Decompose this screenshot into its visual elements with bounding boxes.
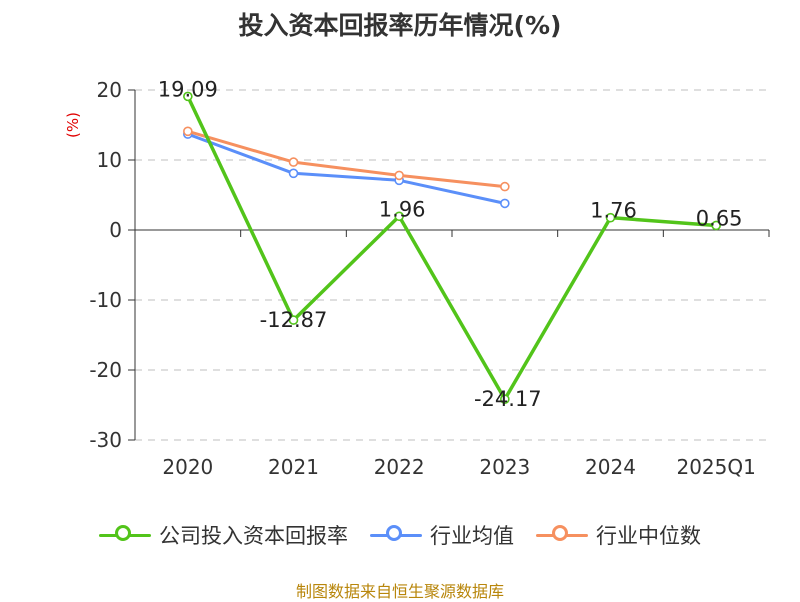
series-line-2 [187,132,506,205]
data-point [183,126,193,137]
x-tick-label: 2020 [162,455,213,479]
data-point [288,157,299,167]
y-tick-label: -30 [89,428,122,452]
data-point [288,315,299,325]
data-point [605,212,616,223]
data-point [711,220,721,231]
data-point [394,170,404,181]
data-point [500,198,510,209]
legend-label: 行业均值 [430,524,514,548]
data-label: 1.96 [379,197,426,221]
series-layer [183,91,721,404]
legend-label: 公司投入资本回报率 [159,524,348,548]
data-point [500,181,510,192]
y-tick-label: 10 [97,148,122,172]
data-point [394,211,404,222]
source-note: 制图数据来自恒生聚源数据库 [295,582,504,601]
data-label: 0.65 [696,206,743,230]
chart-title: 投入资本回报率历年情况(%) [238,11,562,40]
data-label: -24.17 [474,387,542,411]
legend-label: 行业中位数 [596,524,701,548]
legend-line-marker-icon [370,523,422,547]
y-tick-label: -10 [89,288,122,312]
grid-layer [135,89,769,441]
label-layer: 19.09 -12.87 1.96 -24.17 1.76 0.65 [158,77,743,411]
x-tick-label: 2023 [479,455,530,479]
data-label: 19.09 [158,77,218,101]
data-point [183,91,193,102]
x-tick-label: 2021 [268,455,319,479]
y-tick-label: 20 [97,78,122,102]
legend: 公司投入资本回报率 行业均值 行业中位数 [0,520,800,550]
series-line-1 [186,95,717,401]
data-point [500,394,510,404]
data-point [288,168,299,179]
data-label: 1.76 [590,199,637,223]
legend-line-marker-icon [99,523,151,547]
legend-item[interactable]: 行业中位数 [536,520,701,550]
series-line-3 [187,129,505,189]
y-axis-label: (%) [64,112,82,138]
legend-item[interactable]: 公司投入资本回报率 [99,520,348,550]
x-tick-label: 2024 [585,455,636,479]
x-tick-label: 2022 [374,455,425,479]
axis-layer: 20 10 0 -10 -20 -30 2020 2021 2022 2023 2024 2025Q1… [64,78,770,479]
legend-item[interactable]: 行业均值 [370,520,514,550]
y-tick-label: -20 [89,358,122,382]
x-tick-label: 2025Q1 [676,455,755,479]
y-tick-label: 0 [109,218,122,242]
data-label: -12.87 [260,308,328,332]
legend-line-marker-icon [536,523,588,547]
